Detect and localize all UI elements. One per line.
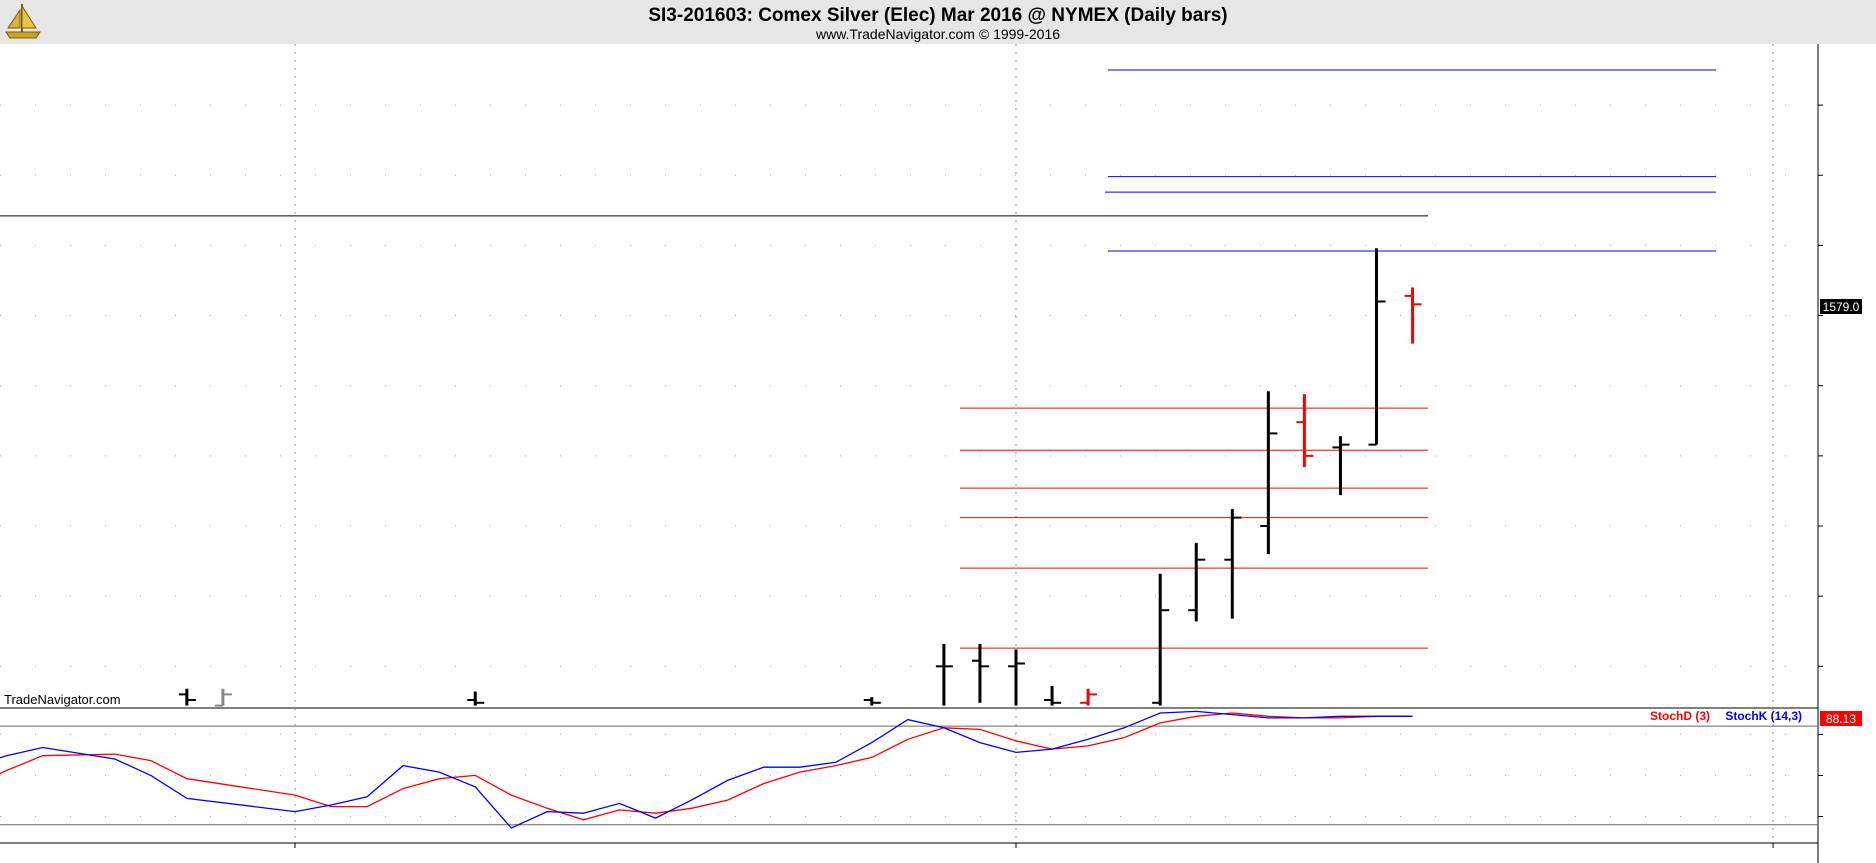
ohlc-bar-2015-12-30 [178, 688, 196, 706]
ohlc-bar-2016-02-08 [1188, 542, 1206, 622]
ohlc-bar-2016-02-11 [1296, 394, 1314, 468]
stoch-line-d [0, 712, 1413, 821]
ohlc-bar-2015-12-31 [214, 688, 232, 707]
grid-layer [0, 44, 1818, 843]
header-bar [0, 0, 1876, 44]
stoch-value-tag [1820, 711, 1862, 726]
ohlc-bar-2016-02-05 [1152, 573, 1170, 706]
stochastic-panel [0, 710, 1823, 829]
ohlc-bar-2016-01-26 [863, 697, 881, 706]
ohlc-bar-2016-02-16 [1404, 287, 1422, 344]
last-price-label: 1579.0 [1823, 300, 1860, 314]
ohlc-bar-2016-01-28 [935, 643, 953, 706]
stoch-line-k [0, 710, 1413, 829]
legend-stoch-d: StochD (3) [1650, 709, 1710, 723]
y-axis [1818, 104, 1823, 667]
x-axis [294, 843, 1774, 848]
bars-layer [178, 248, 1422, 707]
ohlc-bar-2016-02-10 [1260, 391, 1278, 555]
ohlc-bar-2016-02-03 [1080, 688, 1098, 706]
chart-subtitle: www.TradeNavigator.com © 1999-2016 [815, 26, 1060, 42]
ohlc-bar-2016-02-15 [1368, 248, 1386, 446]
ohlc-bar-2016-01-11 [467, 691, 485, 706]
logo-icon [5, 4, 41, 39]
legend-stoch-k: StochK (14,3) [1725, 709, 1802, 723]
ohlc-bar-2016-01-29 [971, 643, 989, 703]
ohlc-bar-2016-02-01 [1008, 649, 1025, 706]
last-price-tag [1820, 299, 1862, 314]
levels-layer [0, 69, 1716, 649]
ohlc-bar-2016-02-02 [1044, 685, 1062, 706]
watermark: TradeNavigator.com [4, 692, 121, 707]
stoch-value-label: 88.13 [1826, 712, 1856, 726]
ohlc-bar-2016-02-09 [1224, 509, 1242, 619]
chart-title: SI3-201603: Comex Silver (Elec) Mar 2016… [648, 5, 1227, 26]
ohlc-bar-2016-02-12 [1332, 436, 1350, 496]
